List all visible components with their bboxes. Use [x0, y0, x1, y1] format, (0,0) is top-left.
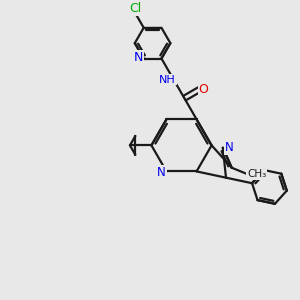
- Text: Cl: Cl: [130, 2, 142, 15]
- Text: N: N: [157, 166, 166, 179]
- Text: CH₃: CH₃: [247, 169, 266, 179]
- Text: N: N: [225, 141, 233, 154]
- Text: N: N: [134, 51, 143, 64]
- Text: O: O: [199, 83, 208, 96]
- Text: NH: NH: [159, 75, 176, 85]
